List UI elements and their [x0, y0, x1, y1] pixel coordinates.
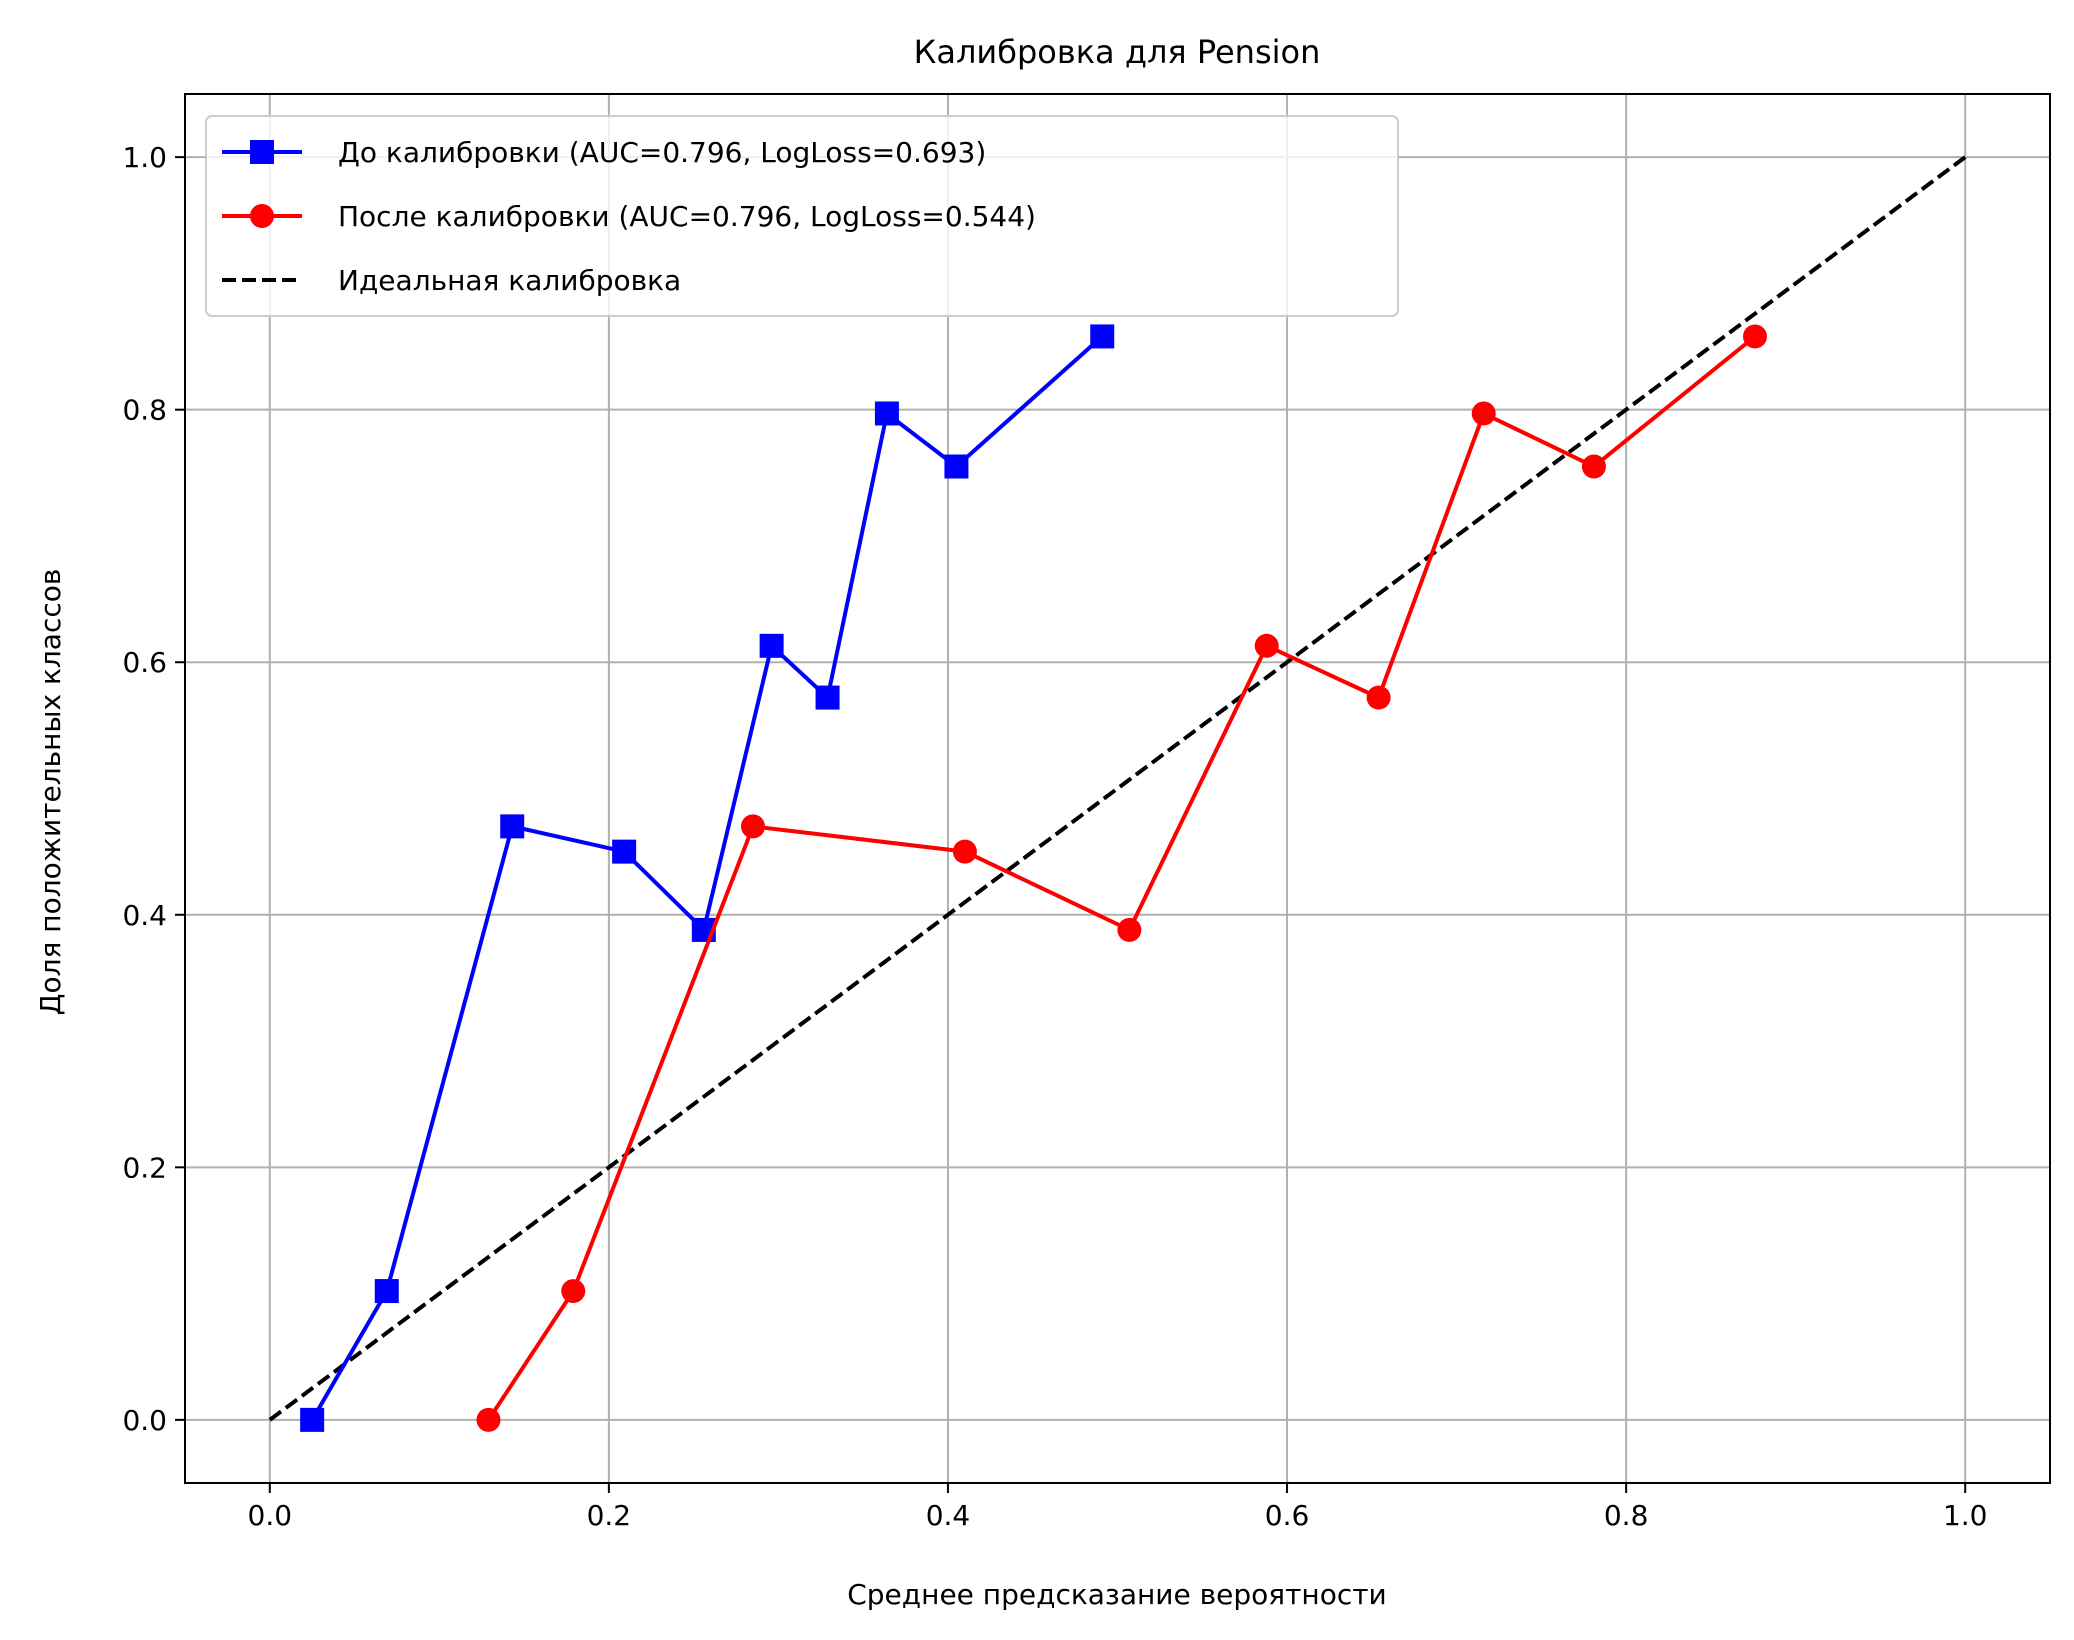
- legend: До калибровки (AUC=0.796, LogLoss=0.693)…: [205, 115, 1399, 317]
- y-tick-label: 1.0: [122, 141, 167, 174]
- legend-entry-2: Идеальная калибровка: [222, 264, 681, 297]
- x-tick-label: 1.0: [1943, 1499, 1988, 1532]
- series-2-line: [268, 155, 1967, 1422]
- axis-ticks: 0.0 0.2 0.4 0.6 0.8 1.0 0.0 0.2 0.4 0.6 0.8 1.0: [122, 141, 1987, 1532]
- x-tick-label: 0.2: [587, 1499, 632, 1532]
- legend-entry-0: До калибровки (AUC=0.796, LogLoss=0.693): [222, 136, 986, 169]
- x-tick-label: 0.6: [1265, 1499, 1310, 1532]
- series-0-point: [612, 839, 637, 864]
- legend-entry-1: После калибровки (AUC=0.796, LogLoss=0.5…: [222, 200, 1036, 233]
- series-0-line: [310, 334, 1104, 1421]
- legend-swatch-marker: [250, 140, 274, 164]
- series-0-point: [874, 401, 899, 426]
- series-layer: [300, 324, 1767, 1432]
- series-1-point: [1742, 324, 1767, 349]
- y-tick-label: 0.2: [122, 1151, 167, 1184]
- series-1-point: [561, 1279, 586, 1304]
- series-0: [300, 324, 1115, 1432]
- series-1-point: [952, 839, 977, 864]
- x-tick-label: 0.8: [1604, 1499, 1649, 1532]
- series-1-line: [486, 334, 1757, 1421]
- legend-label: Идеальная калибровка: [338, 264, 681, 297]
- grid-lines: [185, 94, 2050, 1483]
- legend-swatch-marker: [250, 204, 274, 228]
- series-0-point: [1090, 324, 1115, 349]
- x-axis-label: Среднее предсказание вероятности: [847, 1578, 1387, 1611]
- y-axis-label: Доля положительных классов: [34, 569, 67, 1016]
- series-1-point: [1366, 685, 1391, 710]
- series-1-point: [476, 1407, 501, 1432]
- y-tick-label: 0.8: [122, 394, 167, 427]
- reference-layer: [268, 155, 1967, 1422]
- series-1-point: [1581, 454, 1606, 479]
- legend-label: До калибровки (AUC=0.796, LogLoss=0.693): [338, 136, 986, 169]
- series-1-point: [1117, 917, 1142, 942]
- chart-title: Калибровка для Pension: [914, 33, 1321, 71]
- x-tick-label: 0.4: [926, 1499, 971, 1532]
- series-0-point: [500, 814, 525, 839]
- y-tick-label: 0.0: [122, 1404, 167, 1437]
- legend-box: [205, 115, 1399, 317]
- series-1: [476, 324, 1767, 1432]
- y-tick-label: 0.4: [122, 899, 167, 932]
- legend-entries: До калибровки (AUC=0.796, LogLoss=0.693)…: [222, 136, 1036, 297]
- y-tick-label: 0.6: [122, 646, 167, 679]
- legend-label: После калибровки (AUC=0.796, LogLoss=0.5…: [338, 200, 1036, 233]
- series-2: [268, 155, 1967, 1422]
- series-1-point: [740, 814, 765, 839]
- series-1-point: [1254, 633, 1279, 658]
- x-tick-label: 0.0: [248, 1499, 293, 1532]
- series-0-point: [815, 685, 840, 710]
- series-0-point: [374, 1279, 399, 1304]
- series-0-point: [759, 633, 784, 658]
- series-1-point: [1471, 401, 1496, 426]
- series-0-point: [944, 454, 969, 479]
- plot-area-frame: [184, 93, 2051, 1484]
- series-0-point: [300, 1407, 325, 1432]
